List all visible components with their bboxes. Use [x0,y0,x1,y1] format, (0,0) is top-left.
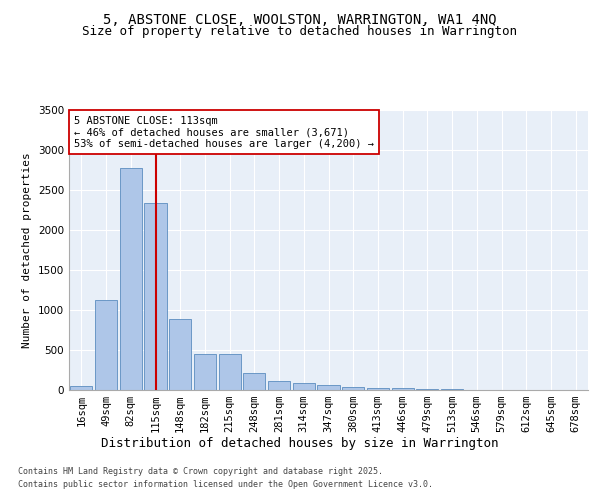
Bar [218,354,241,390]
Bar [169,319,191,390]
Text: 5, ABSTONE CLOSE, WOOLSTON, WARRINGTON, WA1 4NQ: 5, ABSTONE CLOSE, WOOLSTON, WARRINGTON, … [103,12,497,26]
Bar [119,168,142,390]
Y-axis label: Number of detached properties: Number of detached properties [22,152,32,348]
Bar [145,203,167,390]
Bar [317,385,340,390]
Bar [70,386,92,390]
Bar [293,383,315,390]
Bar [268,381,290,390]
Bar [342,387,364,390]
Bar [367,388,389,390]
Bar [416,389,439,390]
Text: Distribution of detached houses by size in Warrington: Distribution of detached houses by size … [101,438,499,450]
Text: 5 ABSTONE CLOSE: 113sqm
← 46% of detached houses are smaller (3,671)
53% of semi: 5 ABSTONE CLOSE: 113sqm ← 46% of detache… [74,116,374,149]
Text: Contains HM Land Registry data © Crown copyright and database right 2025.: Contains HM Land Registry data © Crown c… [18,468,383,476]
Bar [392,388,414,390]
Bar [243,373,265,390]
Bar [194,354,216,390]
Text: Size of property relative to detached houses in Warrington: Size of property relative to detached ho… [83,25,517,38]
Bar [95,300,117,390]
Text: Contains public sector information licensed under the Open Government Licence v3: Contains public sector information licen… [18,480,433,489]
